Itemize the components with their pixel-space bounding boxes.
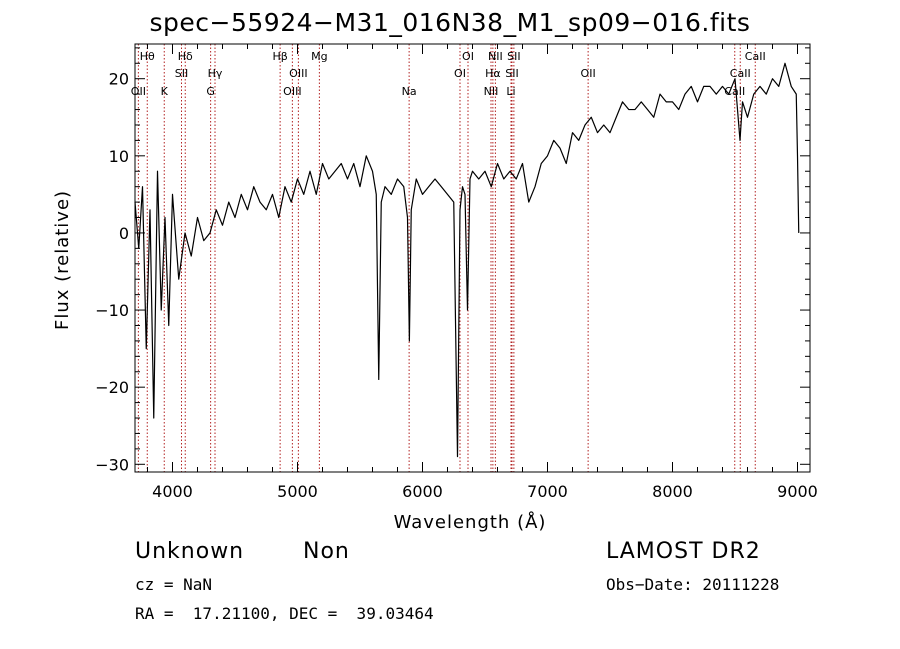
object-subclass: Non: [303, 539, 350, 564]
line-label: OII: [131, 85, 146, 98]
line-label: CaII: [724, 85, 745, 98]
line-label: SII: [507, 50, 520, 63]
cz-value: cz = NaN: [135, 575, 213, 594]
y-axis-label: Flux (relative): [52, 190, 73, 330]
x-tick-label: 5000: [277, 482, 318, 501]
line-label: NII: [488, 50, 503, 63]
object-class: Unknown: [135, 539, 245, 564]
line-label: OIII: [289, 67, 307, 80]
line-label: Hδ: [178, 50, 193, 63]
chart-title: spec−55924−M31_016N38_M1_sp09−016.fits: [149, 8, 751, 37]
y-tick-label: 10: [109, 147, 129, 166]
line-label: SII: [175, 67, 188, 80]
line-label: Mg: [311, 50, 327, 63]
x-tick-label: 9000: [777, 482, 818, 501]
line-label: CaII: [730, 67, 751, 80]
y-tick-label: −10: [95, 301, 129, 320]
survey-name: LAMOST DR2: [606, 539, 761, 564]
y-tick-label: 20: [109, 70, 129, 89]
line-label: Hγ: [208, 67, 223, 80]
x-tick-label: 7000: [527, 482, 568, 501]
y-tick-label: −30: [95, 455, 129, 474]
line-label: G: [206, 85, 215, 98]
spectrum-series-layer: [134, 62, 800, 458]
line-label: OII: [581, 67, 596, 80]
line-label: Hα: [485, 67, 501, 80]
line-label: OI: [462, 50, 474, 63]
x-tick-label: 8000: [652, 482, 693, 501]
plot-frame: [134, 43, 811, 473]
x-tick-label: 6000: [402, 482, 443, 501]
line-label: OI: [454, 67, 466, 80]
line-label: Li: [506, 85, 515, 98]
line-label: CaII: [745, 50, 766, 63]
line-label: Na: [402, 85, 417, 98]
line-label: NII: [484, 85, 499, 98]
obs-date: Obs−Date: 20111228: [606, 575, 780, 594]
y-ticks: −30 −20 −10 0 10 20: [95, 47, 810, 474]
line-label: OIII: [283, 85, 301, 98]
line-label: K: [161, 85, 169, 98]
ra-dec: RA = 17.21100, DEC = 39.03464: [135, 604, 434, 623]
y-tick-label: 0: [119, 224, 129, 243]
x-tick-label: 4000: [152, 482, 193, 501]
x-axis-label: Wavelength (Å): [394, 511, 547, 533]
spectrum-line: [134, 62, 800, 458]
line-label: Hθ: [140, 50, 155, 63]
line-label: SII: [505, 67, 518, 80]
line-label: Hβ: [272, 50, 287, 63]
line-markers: [137, 44, 756, 472]
y-tick-label: −20: [95, 378, 129, 397]
x-ticks: 4000 5000 6000 7000 8000 9000: [147, 44, 818, 501]
axes: [134, 43, 811, 473]
